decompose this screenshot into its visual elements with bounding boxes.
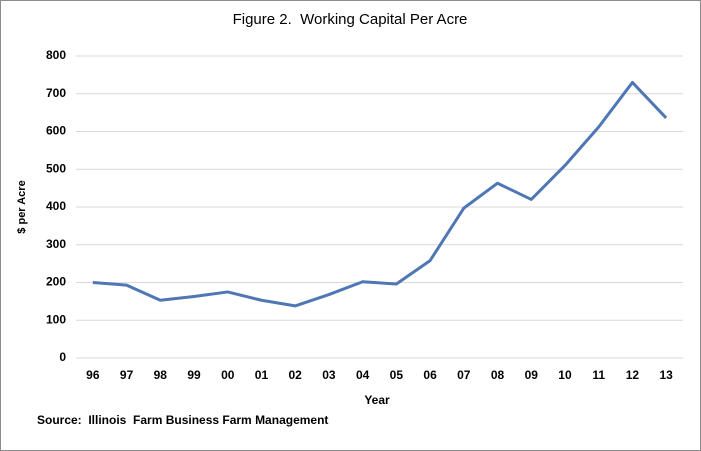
x-tick-label: 10 bbox=[558, 368, 572, 382]
x-tick-label: 99 bbox=[187, 368, 201, 382]
y-tick-label: 500 bbox=[46, 161, 66, 175]
x-axis-label: Year bbox=[364, 393, 390, 407]
y-tick-label: 0 bbox=[59, 350, 66, 364]
x-tick-label: 02 bbox=[289, 368, 303, 382]
x-tick-label: 03 bbox=[322, 368, 336, 382]
x-tick-label: 11 bbox=[592, 368, 605, 382]
y-tick-label: 100 bbox=[46, 312, 66, 326]
y-tick-label: 300 bbox=[46, 237, 66, 251]
x-tick-label: 07 bbox=[457, 368, 471, 382]
y-tick-label: 200 bbox=[46, 275, 66, 289]
x-tick-label: 09 bbox=[525, 368, 539, 382]
source-note: Source: Illinois Farm Business Farm Mana… bbox=[37, 413, 328, 427]
x-tick-label: 06 bbox=[423, 368, 437, 382]
x-tick-label: 05 bbox=[390, 368, 404, 382]
x-tick-label: 96 bbox=[86, 368, 100, 382]
x-tick-label: 97 bbox=[120, 368, 134, 382]
y-axis-label: $ per Acre bbox=[16, 180, 28, 233]
x-tick-label: 04 bbox=[356, 368, 370, 382]
y-tick-label: 700 bbox=[46, 86, 66, 100]
x-tick-label: 01 bbox=[255, 368, 269, 382]
x-tick-label: 98 bbox=[154, 368, 168, 382]
x-tick-label: 00 bbox=[221, 368, 235, 382]
x-tick-label: 12 bbox=[626, 368, 640, 382]
data-line bbox=[92, 80, 668, 308]
y-tick-label: 400 bbox=[46, 199, 66, 213]
x-tick-label: 08 bbox=[491, 368, 505, 382]
x-tick-label: 13 bbox=[659, 368, 673, 382]
y-tick-label: 800 bbox=[46, 48, 66, 62]
chart-title: Figure 2. Working Capital Per Acre bbox=[233, 11, 468, 28]
y-tick-label: 600 bbox=[46, 124, 66, 138]
